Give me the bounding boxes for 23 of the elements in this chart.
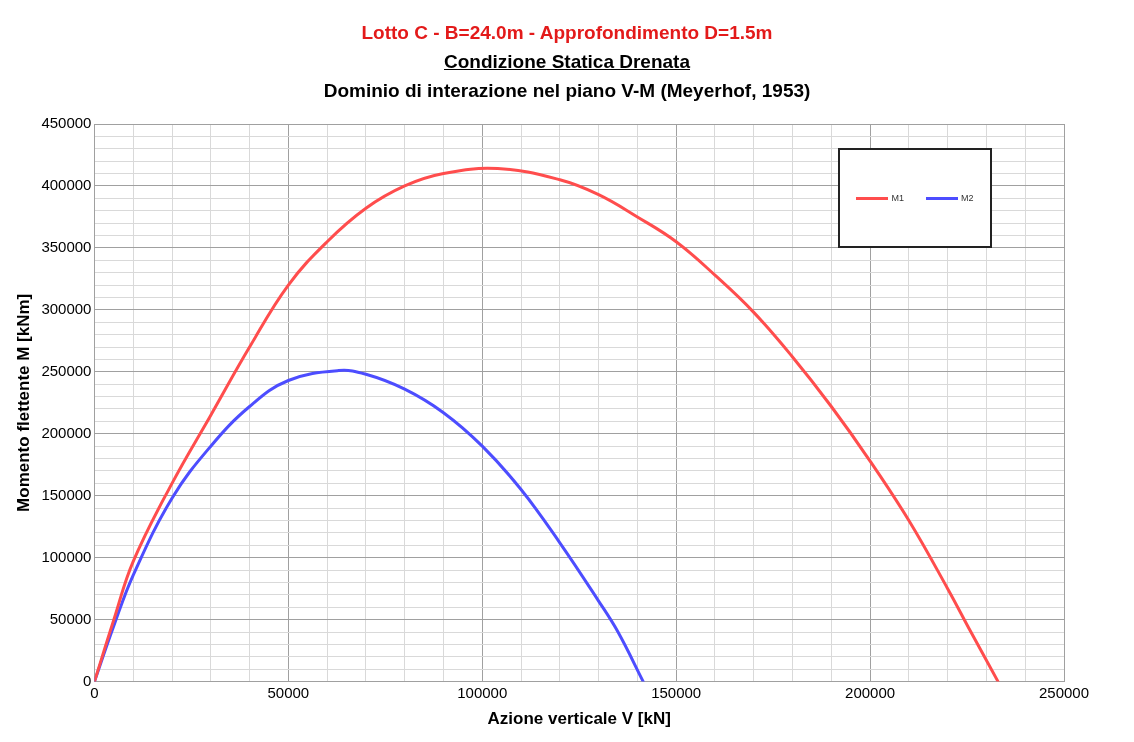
y-tick-label: 400000 [41, 176, 92, 194]
y-tick-label: 200000 [41, 423, 92, 441]
x-axis-title: Azione verticale V [kN] [487, 709, 671, 729]
text: Condizione Statica Drenata [444, 51, 690, 72]
y-tick-label: 50000 [49, 609, 92, 627]
x-tick-label: 200000 [845, 683, 896, 701]
y-tick-label: 450000 [41, 114, 92, 132]
legend-label: M1 [891, 193, 904, 203]
x-tick-label: 50000 [267, 683, 310, 701]
y-axis-title: Momento flettente M [kNm] [13, 293, 33, 512]
line-series [94, 166, 1000, 682]
chart-title: Lotto C - B=24.0m - Approfondimento D=1.5m [360, 21, 774, 45]
y-tick-label: 100000 [41, 547, 92, 565]
y-tick-label: 300000 [41, 300, 92, 318]
y-tick-label: 350000 [41, 238, 92, 256]
x-tick-label: 250000 [1038, 683, 1090, 701]
y-tick-label: 0 [83, 671, 92, 689]
y-tick-label: 250000 [41, 361, 92, 379]
y-tick-label: 150000 [41, 485, 92, 503]
x-tick-label: 150000 [651, 683, 702, 701]
text: Dominio di interazione nel piano V-M (Meyerhof, 1953) [323, 80, 811, 101]
legend-label: M2 [961, 193, 974, 203]
x-tick-label: 100000 [457, 683, 508, 701]
